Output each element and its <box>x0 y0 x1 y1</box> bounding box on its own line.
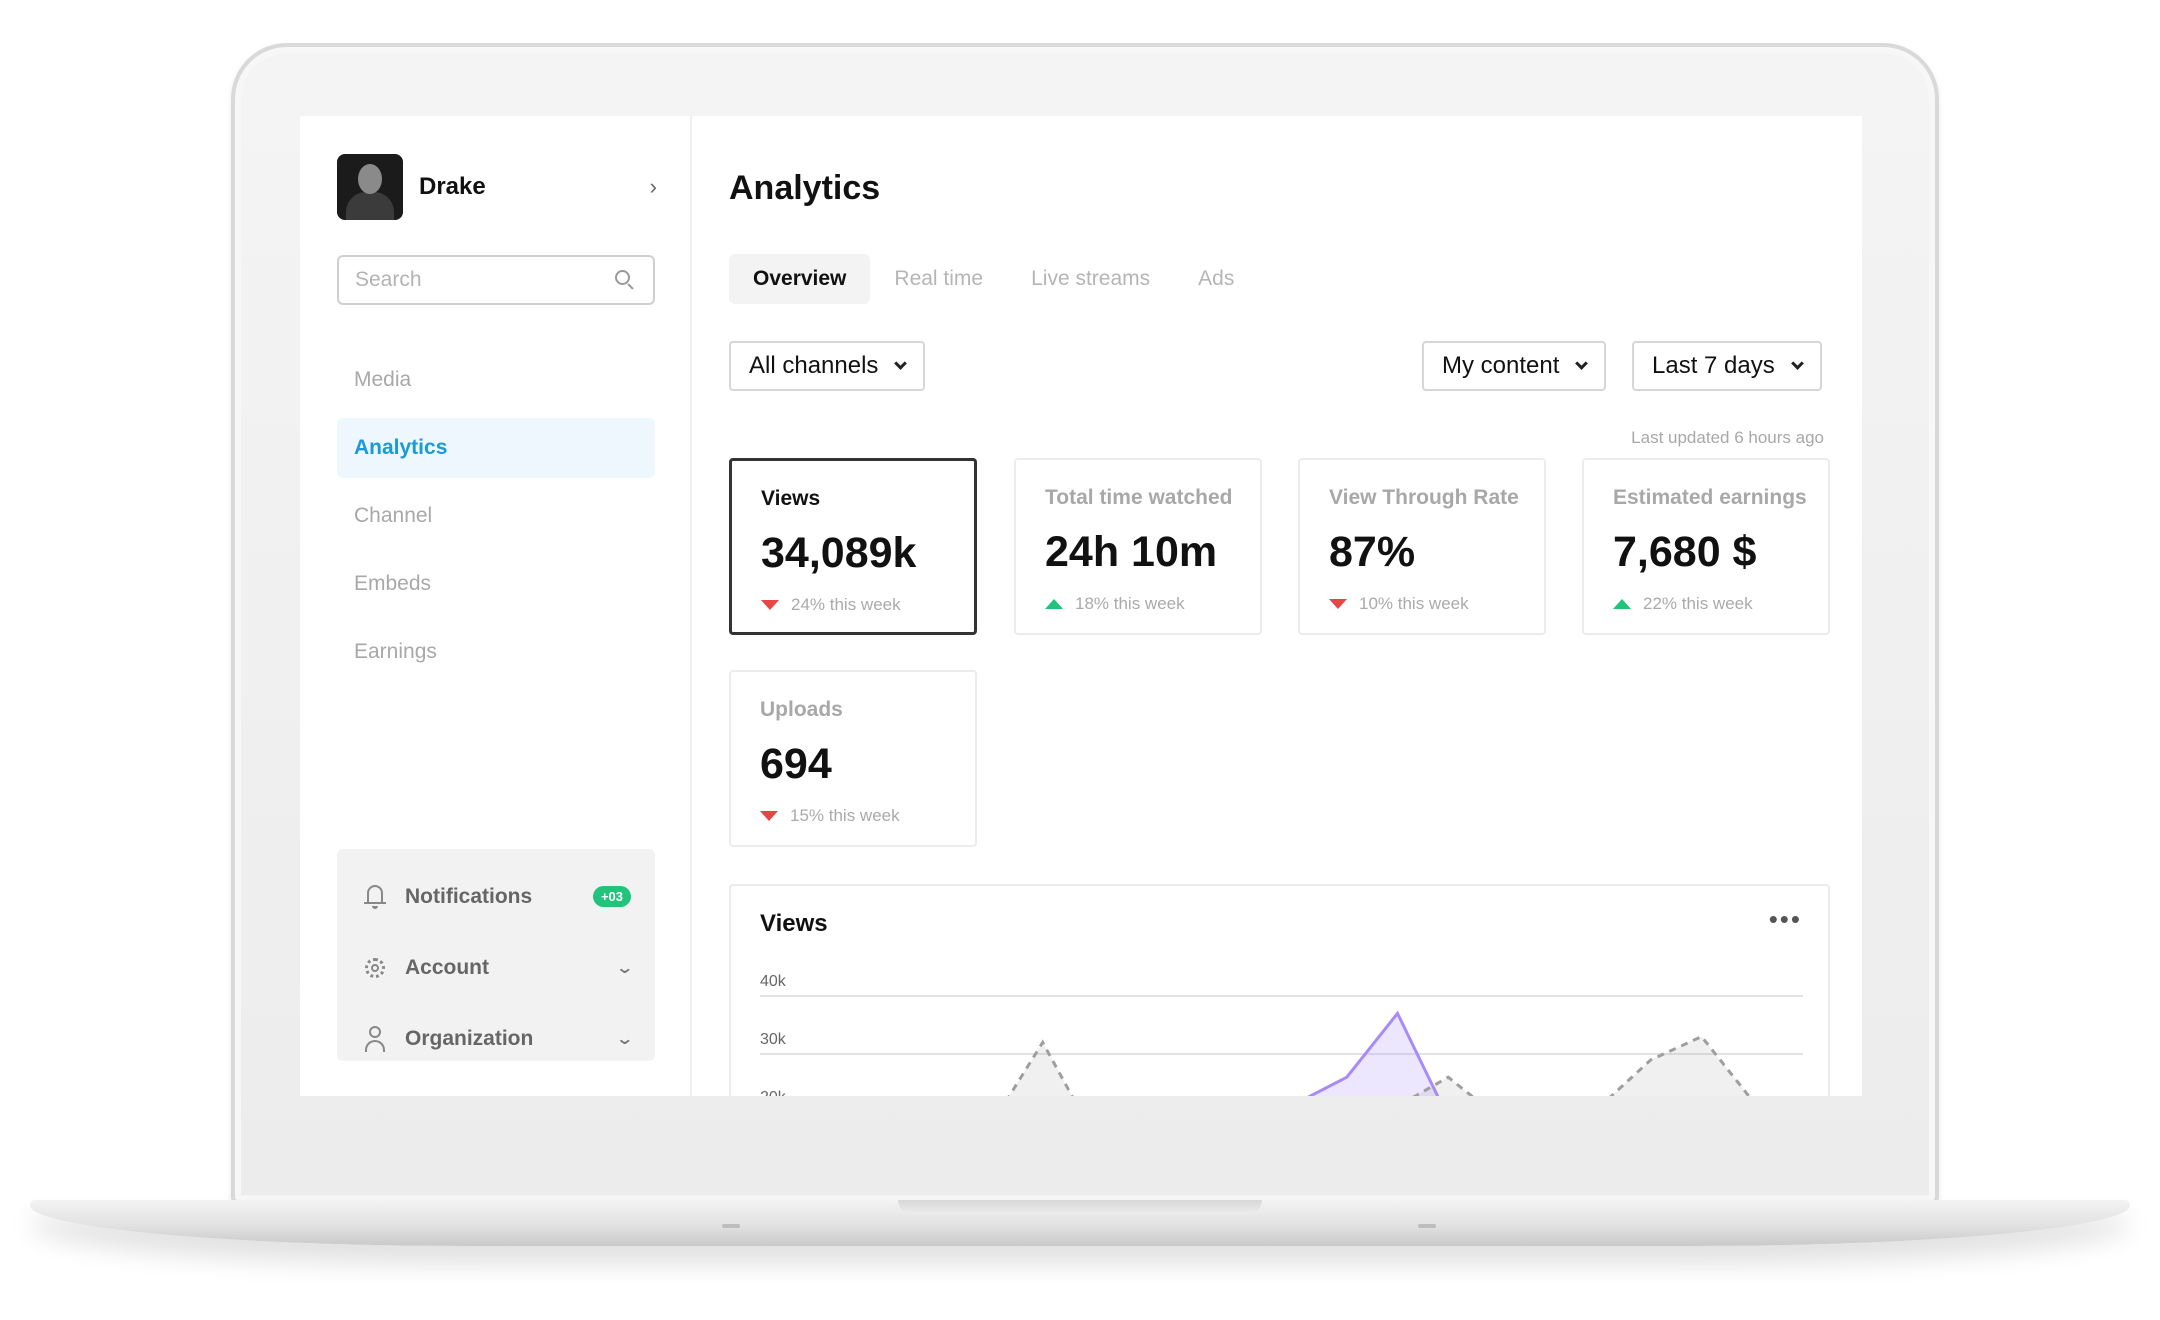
stat-delta: 10% this week <box>1329 594 1544 614</box>
search-input[interactable] <box>339 257 599 303</box>
stat-label: Uploads <box>760 698 843 721</box>
chevron-down-icon <box>1575 356 1589 370</box>
y-tick-label: 30k <box>760 1031 787 1048</box>
stat-delta: 24% this week <box>761 595 974 615</box>
stat-card-estimated-earnings[interactable]: Estimated earnings 7,680 $ 22% this week <box>1582 458 1830 635</box>
laptop-foot-left <box>722 1224 740 1228</box>
gear-icon <box>361 954 389 982</box>
trend-down-icon <box>760 811 778 821</box>
views-chart-card: Views ••• 40k 30k 20k <box>729 884 1830 1096</box>
chevron-down-icon: ⌄ <box>614 1030 634 1048</box>
profile-switcher[interactable]: Drake › <box>337 154 657 220</box>
avatar <box>337 154 403 220</box>
trend-up-icon <box>1045 599 1063 609</box>
stat-label: Estimated earnings <box>1613 486 1807 509</box>
content-dropdown[interactable]: My content <box>1422 341 1607 391</box>
stat-value: 24h 10m <box>1045 528 1218 576</box>
previous-period-area <box>1009 1036 1749 1096</box>
chevron-down-icon <box>1790 356 1804 370</box>
trend-up-icon <box>1613 599 1631 609</box>
account-label: Account <box>405 955 489 979</box>
stat-delta: 18% this week <box>1045 594 1260 614</box>
tab-bar: Overview Real time Live streams Ads <box>729 254 1258 304</box>
sidebar: Drake › Media Analytics Channel Embeds E… <box>300 116 692 1096</box>
stat-delta: 15% this week <box>760 806 975 826</box>
sidebar-item-analytics[interactable]: Analytics <box>337 418 655 478</box>
notifications-item[interactable]: Notifications +03 <box>361 861 631 932</box>
trend-down-icon <box>1329 599 1347 609</box>
stat-delta-text: 22% this week <box>1643 594 1753 613</box>
trend-down-icon <box>761 600 779 610</box>
sidebar-item-earnings[interactable]: Earnings <box>354 640 437 663</box>
views-chart: 40k 30k 20k <box>760 973 1803 1096</box>
channels-dropdown[interactable]: All channels <box>729 341 926 391</box>
avatar-body <box>346 192 394 220</box>
tab-real-time[interactable]: Real time <box>894 267 984 290</box>
laptop-foot-right <box>1418 1224 1436 1228</box>
stat-label: Total time watched <box>1045 486 1233 509</box>
stat-value: 694 <box>760 740 832 788</box>
stat-delta-text: 18% this week <box>1075 594 1185 613</box>
account-item[interactable]: Account ⌄ <box>361 932 634 1003</box>
current-period-area <box>1310 1013 1438 1096</box>
stat-value: 87% <box>1329 528 1416 576</box>
stat-value: 7,680 $ <box>1613 528 1757 576</box>
stat-card-uploads[interactable]: Uploads 694 15% this week <box>729 670 977 847</box>
stat-card-views[interactable]: Views 34,089k 24% this week <box>729 458 977 635</box>
sidebar-item-media[interactable]: Media <box>354 368 412 391</box>
avatar-head <box>358 164 382 194</box>
search-icon[interactable] <box>615 270 634 290</box>
y-tick-label: 20k <box>760 1089 787 1096</box>
channels-dropdown-value: All channels <box>749 352 879 379</box>
chart-title: Views <box>760 910 828 937</box>
tab-overview[interactable]: Overview <box>729 254 871 304</box>
tab-live-streams[interactable]: Live streams <box>1031 267 1151 290</box>
search-box <box>337 255 655 305</box>
chevron-down-icon: ⌄ <box>614 959 634 977</box>
stat-value: 34,089k <box>761 529 917 577</box>
period-dropdown[interactable]: Last 7 days <box>1632 341 1822 391</box>
tab-ads[interactable]: Ads <box>1198 267 1235 290</box>
app-screen: Drake › Media Analytics Channel Embeds E… <box>300 116 1862 1096</box>
notifications-label: Notifications <box>405 884 533 908</box>
notifications-badge: +03 <box>592 886 631 907</box>
chevron-right-icon: › <box>649 174 657 199</box>
organization-label: Organization <box>405 1026 534 1050</box>
stat-delta-text: 24% this week <box>791 595 901 614</box>
stat-delta: 22% this week <box>1613 594 1828 614</box>
y-tick-label: 40k <box>760 973 787 990</box>
main-content: Analytics Overview Real time Live stream… <box>692 116 1862 1096</box>
sidebar-bottom-menu: Notifications +03 Account ⌄ Organization… <box>337 849 655 1061</box>
stat-delta-text: 15% this week <box>790 806 900 825</box>
organization-item[interactable]: Organization ⌄ <box>361 1003 634 1074</box>
stat-card-view-through-rate[interactable]: View Through Rate 87% 10% this week <box>1298 458 1546 635</box>
user-icon <box>361 1025 389 1053</box>
sidebar-nav: Media Analytics Channel Embeds Earnings <box>337 350 655 690</box>
laptop-notch <box>898 1200 1262 1214</box>
stat-card-total-time-watched[interactable]: Total time watched 24h 10m 18% this week <box>1014 458 1262 635</box>
sidebar-item-channel[interactable]: Channel <box>354 504 433 527</box>
stat-delta-text: 10% this week <box>1359 594 1469 613</box>
stat-label: View Through Rate <box>1329 486 1519 509</box>
more-options-icon[interactable]: ••• <box>1768 904 1802 934</box>
content-dropdown-value: My content <box>1442 352 1560 379</box>
sidebar-item-embeds[interactable]: Embeds <box>354 572 432 595</box>
stat-label: Views <box>761 487 821 510</box>
page-title: Analytics <box>729 169 881 207</box>
profile-name: Drake <box>419 173 486 200</box>
chevron-down-icon <box>894 356 908 370</box>
last-updated-text: Last updated 6 hours ago <box>1631 428 1824 447</box>
bell-icon <box>361 883 389 911</box>
period-dropdown-value: Last 7 days <box>1652 352 1775 379</box>
current-period-line <box>1042 1010 1440 1096</box>
